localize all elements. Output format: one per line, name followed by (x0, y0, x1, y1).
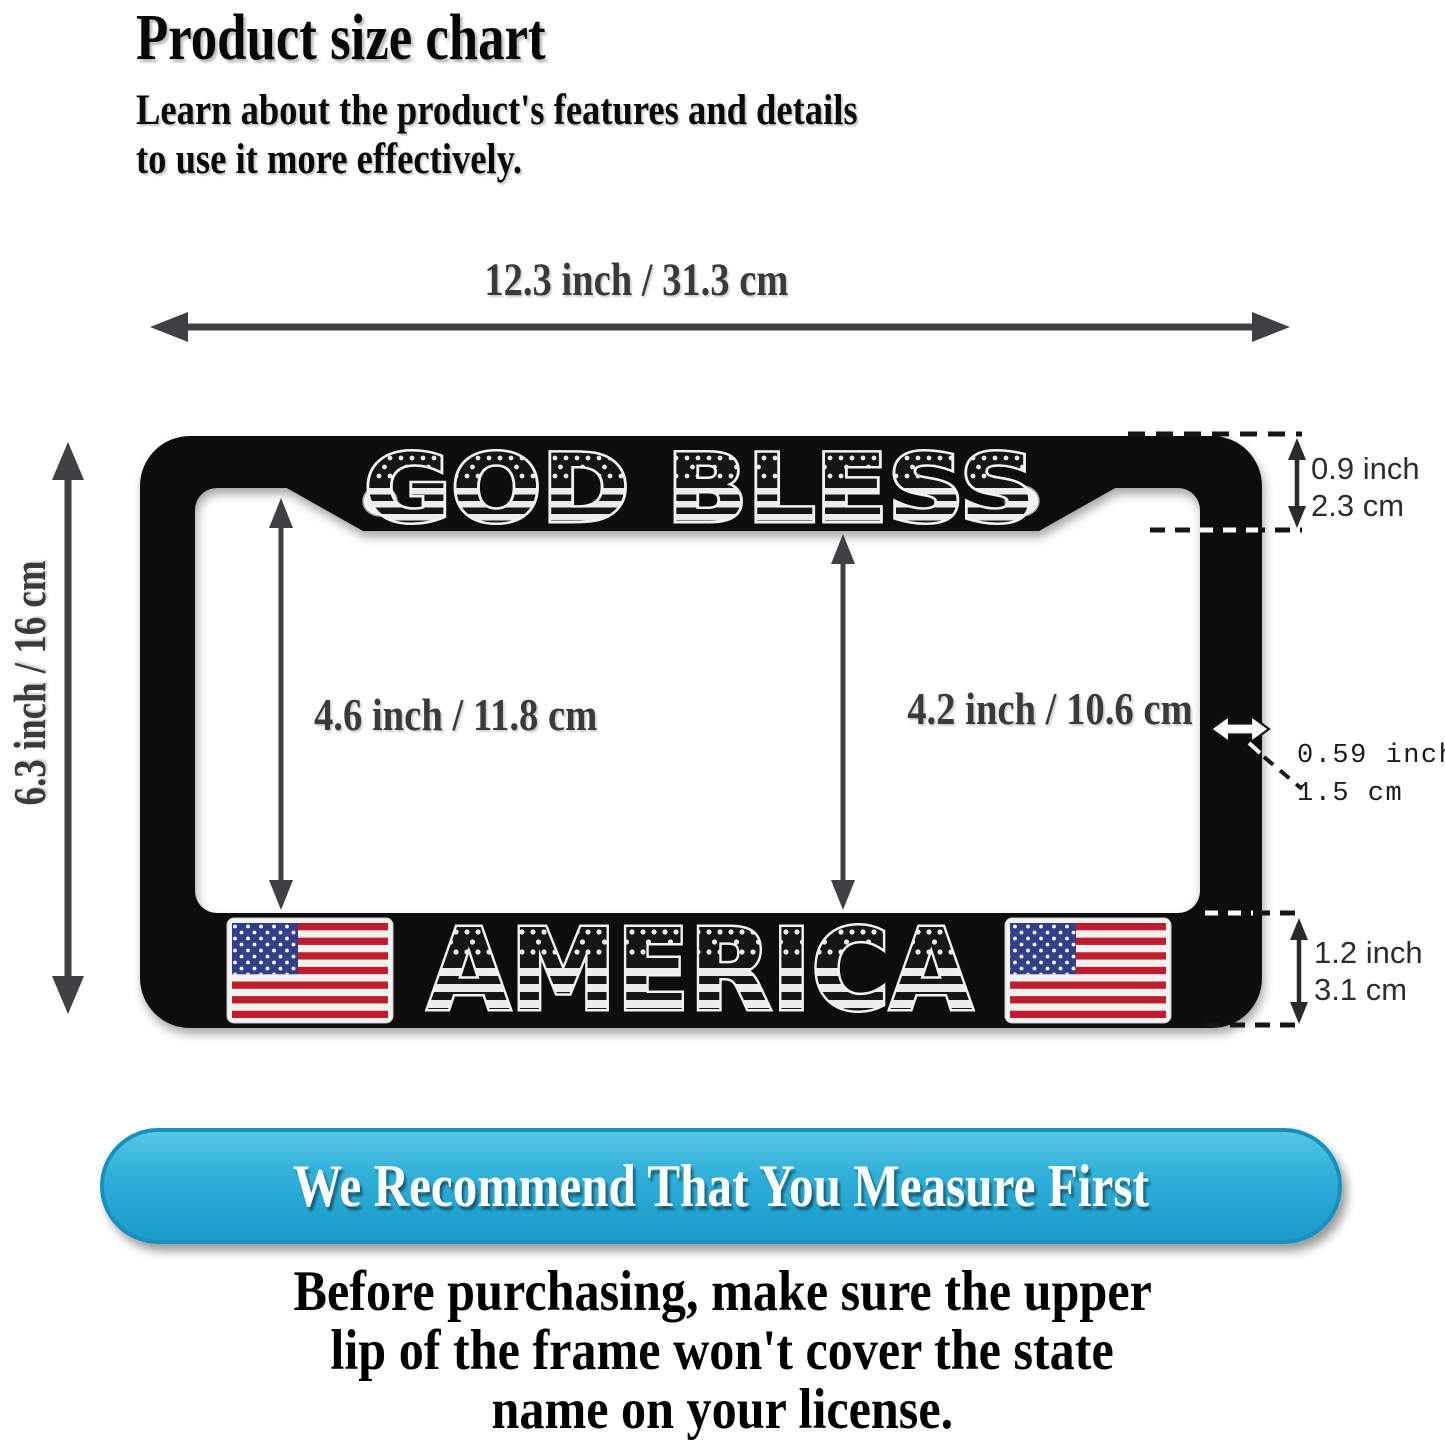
license-plate-frame: GOD BLESS AMERICA (140, 433, 1262, 1039)
page-subtitle: Learn about the product's features and d… (136, 86, 858, 184)
frame-bottom-text: AMERICA (428, 906, 973, 1036)
side-rail-label-box: 0.59 inch 1.5 cm (1297, 737, 1445, 813)
purchase-note: Before purchasing, make sure the upper l… (95, 1262, 1350, 1439)
side-rail-width-arrow-icon (1209, 713, 1271, 745)
side-rail-leader-line (1247, 741, 1304, 791)
width-dimension-arrow (150, 312, 1290, 342)
us-flag-right-icon (1004, 917, 1172, 1024)
us-flag-left-icon (226, 917, 394, 1024)
measure-first-banner: We Recommend That You Measure First (100, 1128, 1342, 1244)
opening-right-label-box: 4.2 inch / 10.6 cm (852, 682, 1247, 735)
bottom-rail-inch-label: 1.2 inch (1314, 935, 1423, 970)
top-rail-label-box: 0.9 inch 2.3 cm (1311, 450, 1420, 524)
height-dimension-arrow (52, 442, 84, 1014)
banner-text: We Recommend That You Measure First (293, 1153, 1149, 1219)
bottom-rail-dashes (1205, 910, 1303, 1028)
side-rail-cm-label: 1.5 cm (1297, 779, 1404, 809)
width-dimension-label: 12.3 inch / 31.3 cm (483, 254, 789, 306)
width-dimension-label-box: 12.3 inch / 31.3 cm (336, 253, 936, 307)
opening-left-arrow (269, 498, 293, 910)
opening-left-label-box: 4.6 inch / 11.8 cm (258, 688, 653, 741)
bottom-rail-cm-label: 3.1 cm (1314, 972, 1408, 1007)
subtitle-line-2: to use it more effectively. (136, 136, 522, 183)
opening-right-label: 4.2 inch / 10.6 cm (906, 683, 1193, 734)
opening-right-arrow (831, 534, 855, 910)
bottom-rail-label-box: 1.2 inch 3.1 cm (1314, 934, 1423, 1008)
top-rail-cm-label: 2.3 cm (1311, 488, 1405, 523)
top-rail-inch-label: 0.9 inch (1311, 451, 1420, 486)
screw-hole-right (1004, 485, 1040, 517)
page-title: Product size chart (136, 1, 546, 74)
note-line-1: Before purchasing, make sure the upper (293, 1260, 1152, 1323)
note-line-3: name on your license. (491, 1378, 954, 1441)
frame-top-text: GOD BLESS (364, 435, 1036, 544)
side-rail-inch-label: 0.59 inch (1297, 741, 1445, 771)
height-dimension-label: 6.3 inch / 16 cm (5, 560, 55, 806)
opening-left-label: 4.6 inch / 11.8 cm (313, 689, 598, 740)
bottom-rail-arrow (1290, 918, 1308, 1024)
top-rail-dashes (1128, 431, 1302, 533)
frame-top-plaque (285, 487, 1117, 531)
screw-hole-left (362, 485, 398, 517)
top-rail-arrow (1288, 438, 1306, 528)
note-line-2: lip of the frame won't cover the state (330, 1319, 1115, 1382)
subtitle-line-1: Learn about the product's features and d… (136, 87, 858, 134)
